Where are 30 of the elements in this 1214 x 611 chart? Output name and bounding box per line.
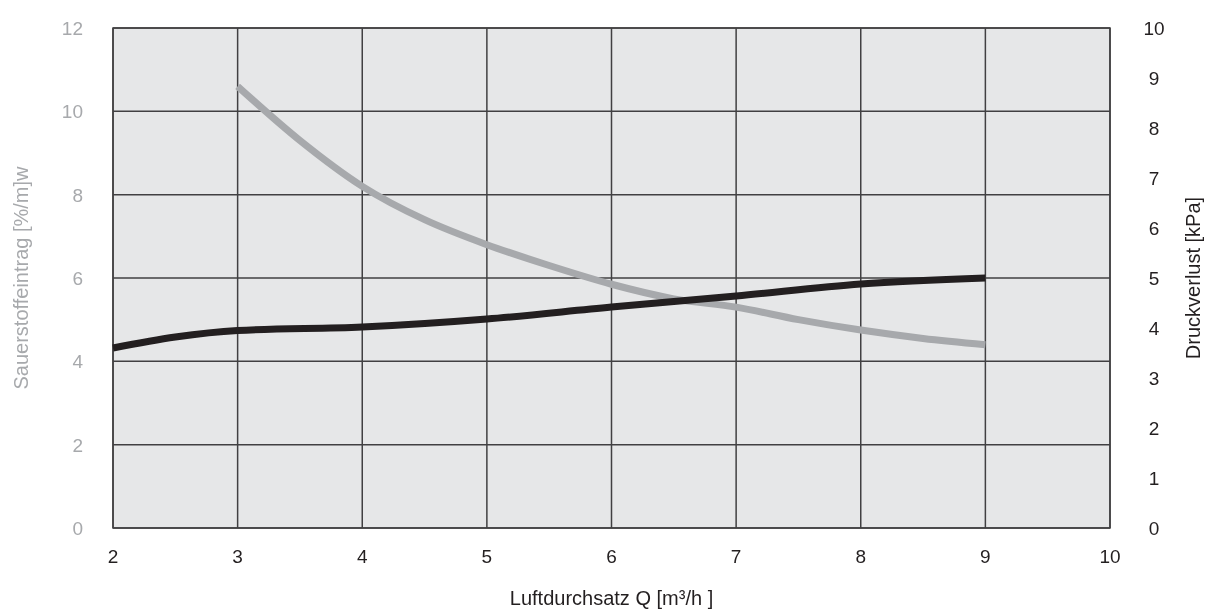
y-tick-label: 10 — [61, 101, 83, 123]
x-tick-label: 3 — [232, 546, 243, 567]
y-axis-title: Sauerstoffeintrag [%/m]w — [10, 165, 32, 390]
y2-tick-label: 1 — [1148, 468, 1160, 489]
y-tick-label: 12 — [61, 18, 83, 39]
x-tick-label: 6 — [606, 546, 617, 567]
x-tick-label: 7 — [730, 546, 742, 567]
y2-tick-label: 10 — [1143, 18, 1165, 39]
x-tick-label: 5 — [481, 546, 493, 567]
x-tick-label: 10 — [1099, 546, 1121, 567]
y2-tick-label: 5 — [1148, 268, 1160, 289]
x-axis-title: Luftdurchsatz Q [m³/h ] — [509, 587, 714, 609]
y2-tick-label: 3 — [1148, 368, 1160, 389]
y2-axis-title: Druckverlust [kPa] — [1182, 196, 1204, 360]
y-tick-label: 8 — [72, 184, 83, 206]
x-tick-label: 9 — [980, 546, 991, 567]
x-tick-label: 2 — [107, 546, 119, 567]
y2-tick-label: 9 — [1148, 68, 1160, 89]
y2-tick-label: 4 — [1148, 318, 1160, 339]
y2-tick-label: 8 — [1148, 118, 1160, 139]
y-tick-label: 4 — [72, 351, 84, 373]
y2-tick-label: 0 — [1148, 518, 1160, 539]
y-tick-label: 6 — [72, 268, 83, 289]
x-tick-label: 4 — [356, 546, 368, 567]
y2-tick-label: 2 — [1148, 418, 1160, 439]
y2-tick-label: 7 — [1148, 168, 1160, 189]
y2-tick-label: 6 — [1148, 218, 1160, 239]
x-tick-label: 8 — [855, 546, 867, 567]
y-tick-label: 2 — [72, 434, 83, 456]
y-tick-label: 0 — [72, 518, 83, 539]
